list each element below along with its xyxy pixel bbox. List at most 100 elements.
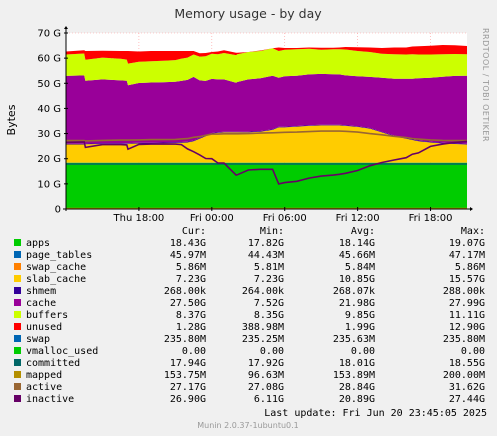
legend-header-min: Min: (260, 226, 284, 237)
legend-swatch (14, 251, 21, 258)
y-axis-arrow (64, 26, 68, 29)
legend-header-avg: Avg: (351, 226, 375, 237)
stacked-areas (66, 45, 467, 209)
legend-value-max: 27.99G (449, 298, 485, 309)
legend-header-max: Max: (461, 226, 485, 237)
last-update: Last update: Fri Jun 20 23:45:05 2025 (264, 408, 487, 419)
legend-swatch (14, 263, 21, 270)
legend-value-min: 6.11G (254, 394, 284, 405)
legend-value-cur: 26.90G (170, 394, 206, 405)
legend-value-min: 17.82G (248, 238, 284, 249)
axes (63, 26, 473, 211)
legend-value-avg: 1.99G (345, 322, 375, 333)
legend-value-max: 0.00 (461, 346, 485, 357)
y-tick-label: 60 G (37, 54, 61, 65)
legend-value-max: 200.00M (443, 370, 485, 381)
x-tick-label: Fri 12:00 (336, 213, 380, 224)
legend-value-min: 8.35G (254, 310, 284, 321)
legend-value-cur: 5.86M (176, 262, 206, 273)
legend-swatch (14, 395, 21, 402)
legend-value-min: 235.25M (242, 334, 284, 345)
legend-value-cur: 1.28G (176, 322, 206, 333)
legend-name: apps (26, 238, 50, 249)
x-tick-labels: Thu 18:00 Fri 00:00 Fri 06:00 Fri 12:00 Fri … (113, 213, 453, 224)
legend-header-cur: Cur: (182, 226, 206, 237)
area-slab-cache (66, 125, 467, 163)
legend-value-cur: 235.80M (164, 334, 206, 345)
legend-name: shmem (26, 286, 56, 297)
legend-value-min: 7.52G (254, 298, 284, 309)
legend-value-min: 27.08G (248, 382, 284, 393)
legend-value-max: 31.62G (449, 382, 485, 393)
legend-value-avg: 235.63M (333, 334, 375, 345)
legend-value-avg: 153.89M (333, 370, 375, 381)
legend-swatch (14, 323, 21, 330)
area-unused (66, 45, 467, 64)
x-tick-label: Fri 00:00 (190, 213, 234, 224)
legend-swatch (14, 311, 21, 318)
legend-value-max: 19.07G (449, 238, 485, 249)
legend-value-cur: 18.43G (170, 238, 206, 249)
y-tick-label: 10 G (37, 179, 61, 190)
legend-value-avg: 18.14G (339, 238, 375, 249)
chart-title: Memory usage - by day (174, 6, 322, 21)
legend-value-cur: 27.17G (170, 382, 206, 393)
legend: Cur: Min: Avg: Max: apps 18.43G 17.82G 18.14G 19… (14, 226, 485, 405)
legend-name: committed (26, 358, 80, 369)
legend-value-min: 7.23G (254, 274, 284, 285)
legend-value-avg: 10.85G (339, 274, 375, 285)
legend-value-max: 27.44G (449, 394, 485, 405)
legend-value-max: 12.90G (449, 322, 485, 333)
legend-value-cur: 17.94G (170, 358, 206, 369)
y-axis-label: Bytes (5, 104, 18, 135)
y-tick-label: 70 G (37, 29, 61, 40)
line-inactive (65, 140, 468, 185)
legend-value-max: 235.80M (443, 334, 485, 345)
y-tick-labels: 0 10 G 20 G 30 G 40 G 50 G 60 G 70 G (37, 29, 61, 216)
legend-swatch (14, 299, 21, 306)
legend-name: vmalloc_used (26, 346, 98, 357)
legend-value-cur: 0.00 (182, 346, 206, 357)
legend-name: buffers (26, 310, 68, 321)
legend-value-min: 264.00k (242, 286, 284, 297)
legend-value-max: 15.57G (449, 274, 485, 285)
legend-value-avg: 5.84M (345, 262, 375, 273)
munin-version: Munin 2.0.37-1ubuntu0.1 (197, 421, 299, 430)
legend-value-avg: 0.00 (351, 346, 375, 357)
legend-name: swap_cache (26, 262, 86, 273)
legend-name: active (26, 382, 62, 393)
legend-name: slab_cache (26, 274, 86, 285)
legend-swatch (14, 335, 21, 342)
legend-value-min: 0.00 (260, 346, 284, 357)
legend-value-max: 288.00k (443, 286, 485, 297)
legend-value-min: 96.63M (248, 370, 284, 381)
legend-swatch (14, 371, 21, 378)
legend-value-cur: 268.00k (164, 286, 206, 297)
y-tick-label: 50 G (37, 79, 61, 90)
legend-swatch (14, 287, 21, 294)
x-axis-arrow (470, 207, 473, 211)
legend-value-avg: 9.85G (345, 310, 375, 321)
legend-value-cur: 45.97M (170, 250, 206, 261)
legend-swatch (14, 275, 21, 282)
legend-swatch (14, 383, 21, 390)
y-tick-label: 0 (55, 205, 61, 216)
legend-name: swap (26, 334, 50, 345)
legend-value-max: 5.86M (455, 262, 485, 273)
area-apps (66, 162, 467, 209)
rrdtool-credit: RRDTOOL / TOBI OETIKER (481, 28, 490, 142)
legend-value-max: 18.55G (449, 358, 485, 369)
legend-name: inactive (26, 394, 74, 405)
y-tick-label: 40 G (37, 104, 61, 115)
legend-value-avg: 21.98G (339, 298, 375, 309)
y-tick-label: 20 G (37, 154, 61, 165)
legend-value-avg: 268.07k (333, 286, 375, 297)
legend-swatch (14, 359, 21, 366)
y-tick-label: 30 G (37, 129, 61, 140)
legend-swatch (14, 239, 21, 246)
legend-value-avg: 18.01G (339, 358, 375, 369)
legend-value-cur: 27.50G (170, 298, 206, 309)
legend-value-min: 388.98M (242, 322, 284, 333)
area-cache (66, 73, 467, 144)
